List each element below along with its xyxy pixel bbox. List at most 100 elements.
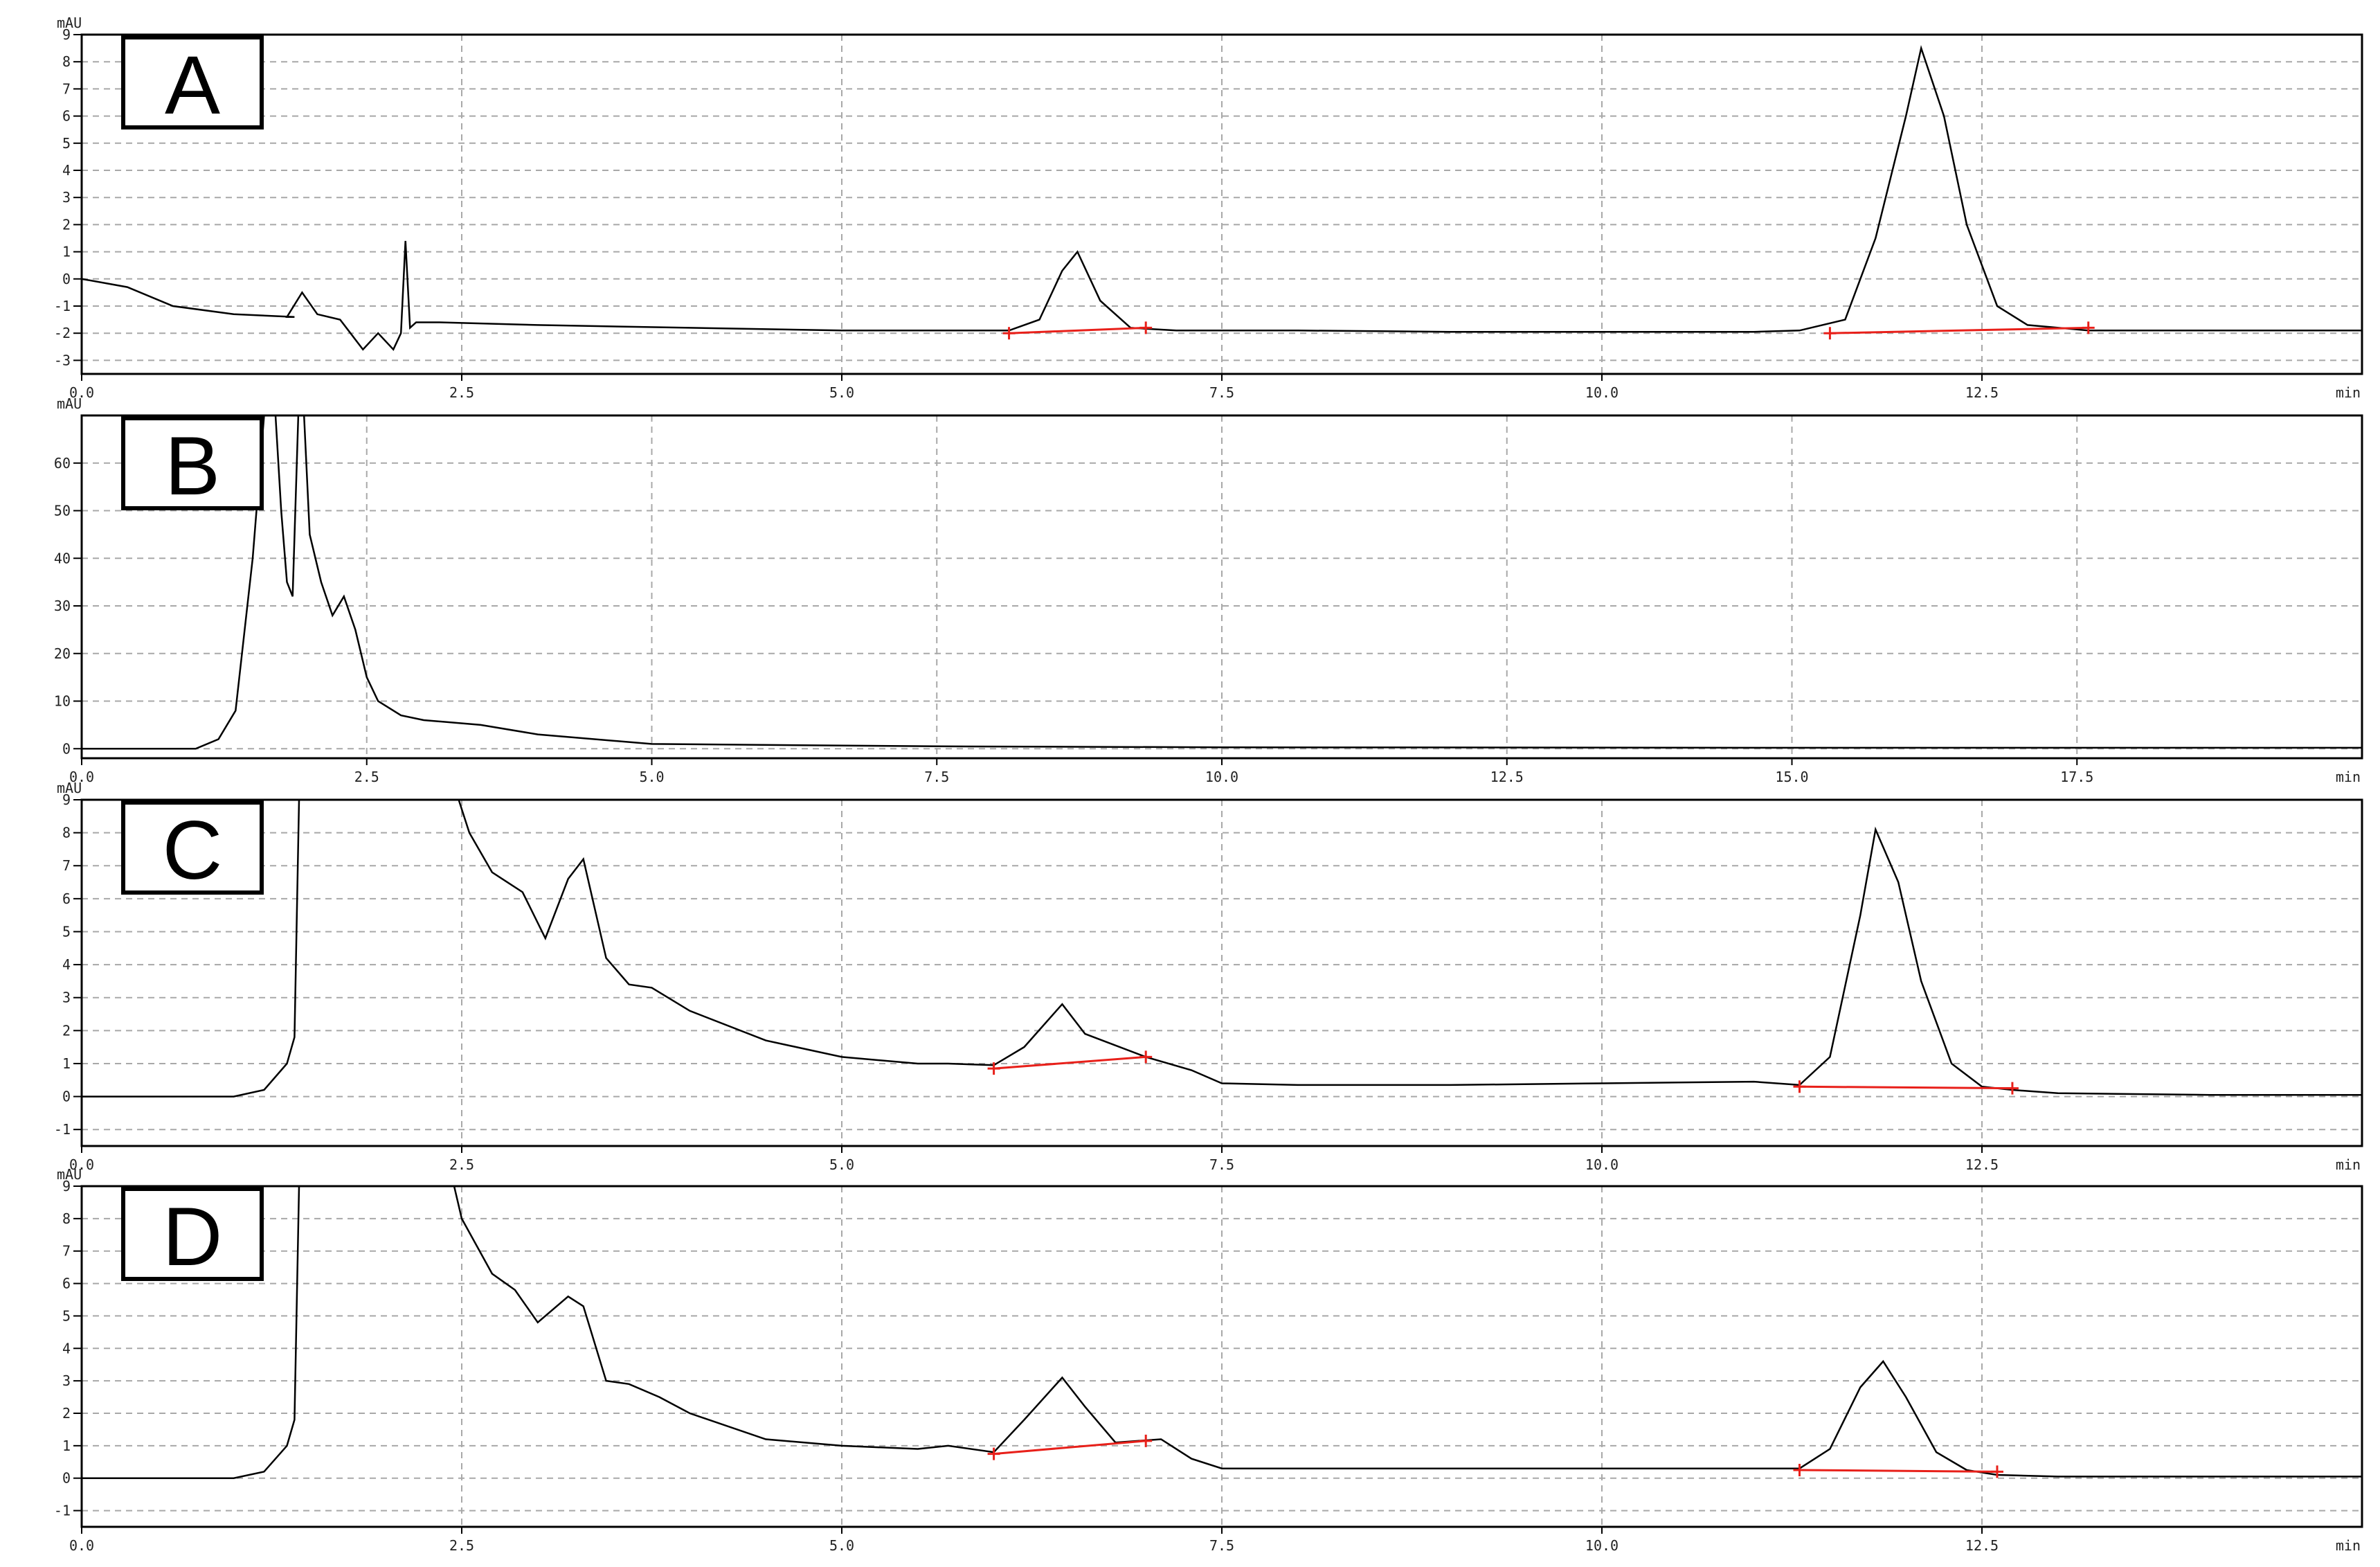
x-tick-label: 2.5 [449,1537,474,1554]
integration-marker [1139,1050,1153,1064]
y-tick-label: 3 [62,1372,71,1389]
integration-marker [1139,1434,1153,1447]
y-tick-label: 8 [62,1210,71,1227]
x-tick-label: 0.0 [69,769,94,785]
y-axis-unit-label: mAU [57,395,82,412]
chromatogram-trace [82,44,2362,351]
x-tick-label: 7.5 [1209,384,1234,401]
x-tick-label: 7.5 [924,769,949,785]
x-axis-unit-label: min [2336,769,2361,785]
integration-marker [1990,1465,2003,1478]
x-tick-label: 10.0 [1585,384,1619,401]
x-tick-label: 12.5 [1965,384,1999,401]
integration-baseline [993,1440,1146,1456]
y-tick-label: 6 [62,890,71,907]
integration-baseline [1009,326,1146,334]
chart-panel-a: -3 -2 -1 0 1 2 3 4 5 6 7 8 9 0.0 2.5 5.0 7.5 10.0 12.5 mAU m… [54,15,2363,401]
y-tick-label: 1 [62,1438,71,1454]
integration-baseline [993,1055,1146,1070]
y-tick-label: 40 [54,550,71,566]
panel-label: A [165,39,220,132]
integration-marker [1139,321,1153,334]
panel-label-box [121,35,264,129]
y-tick-label: 50 [54,503,71,519]
y-tick-label: 5 [62,923,71,940]
y-tick-label: 9 [62,791,71,808]
integration-marker [987,1062,1000,1075]
integration-marker [1793,1464,1806,1476]
y-tick-label: 0 [62,1470,71,1487]
integration-baseline [1799,1085,2012,1090]
panel-label-box [121,800,264,895]
panel-label: B [165,420,220,512]
panel-label: C [163,804,223,897]
y-tick-label: 0 [62,740,71,757]
x-tick-label: 2.5 [354,769,379,785]
integration-baseline [1830,326,2089,334]
y-tick-label: -1 [54,1503,71,1519]
y-tick-label: 4 [62,956,71,973]
chart-panel-c: -1 0 1 2 3 4 5 6 7 8 9 0.0 2.5 5.0 7.5 10.0 12.5 mAU min C [54,780,2363,1173]
integration-marker [1793,1080,1806,1093]
y-tick-label: 9 [62,26,71,43]
panel-label-box [121,1187,264,1281]
x-tick-label: 10.0 [1585,1156,1619,1173]
y-tick-label: 2 [62,216,71,233]
y-axis-unit-label: mAU [57,15,82,31]
x-tick-label: 5.0 [829,384,854,401]
y-tick-label: 5 [62,135,71,152]
y-tick-label: 8 [62,825,71,841]
x-tick-label: 5.0 [829,1156,854,1173]
y-tick-label: 0 [62,1089,71,1105]
chromatogram-trace [82,1186,2362,1479]
y-tick-label: 1 [62,1055,71,1072]
y-axis-unit-label: mAU [57,1166,82,1183]
y-tick-label: 1 [62,244,71,260]
y-tick-label: 3 [62,189,71,206]
y-tick-label: 6 [62,108,71,125]
x-tick-label: 7.5 [1209,1537,1234,1554]
y-tick-label: 7 [62,80,71,97]
y-tick-label: -3 [54,352,71,368]
integration-marker [987,1447,1000,1460]
x-tick-label: 17.5 [2060,769,2093,785]
x-tick-label: 0.0 [69,1537,94,1554]
y-tick-label: 2 [62,1022,71,1039]
x-tick-label: 12.5 [1965,1156,1999,1173]
y-tick-label: 20 [54,645,71,662]
x-tick-label: 10.0 [1205,769,1238,785]
x-tick-label: 15.0 [1775,769,1808,785]
integration-marker [1002,327,1016,340]
y-tick-label: 9 [62,1178,71,1194]
y-tick-label: 60 [54,455,71,472]
y-tick-label: 4 [62,162,71,179]
y-tick-label: 7 [62,1243,71,1260]
y-tick-label: 3 [62,990,71,1006]
x-tick-label: 7.5 [1209,1156,1234,1173]
x-tick-label: 12.5 [1490,769,1524,785]
x-tick-label: 2.5 [449,1156,474,1173]
x-axis-unit-label: min [2336,1537,2361,1554]
integration-marker [2005,1082,2019,1095]
y-tick-label: -2 [54,325,71,341]
x-tick-label: 0.0 [69,384,94,401]
chart-panel-d: -1 0 1 2 3 4 5 6 7 8 9 0.0 2.5 5.0 7.5 10.0 12.5 mAU min D [54,1166,2363,1554]
integration-baseline [1799,1469,1997,1473]
y-tick-label: 0 [62,271,71,287]
x-tick-label: 5.0 [829,1537,854,1554]
y-tick-label: -1 [54,298,71,314]
y-axis-unit-label: mAU [57,780,82,796]
y-tick-label: 30 [54,598,71,614]
panel-label-box [121,416,264,510]
x-tick-label: 2.5 [449,384,474,401]
y-tick-label: 5 [62,1307,71,1324]
x-tick-label: 10.0 [1585,1537,1619,1554]
panel-label: D [163,1190,223,1283]
y-tick-label: 6 [62,1275,71,1292]
y-tick-label: 4 [62,1340,71,1356]
chart-panel-b: 0 10 20 30 40 50 60 0.0 2.5 5.0 7.5 10.0 12.5 15.0 17.… [54,395,2363,785]
x-tick-label: 0.0 [69,1156,94,1173]
y-tick-label: 8 [62,53,71,70]
